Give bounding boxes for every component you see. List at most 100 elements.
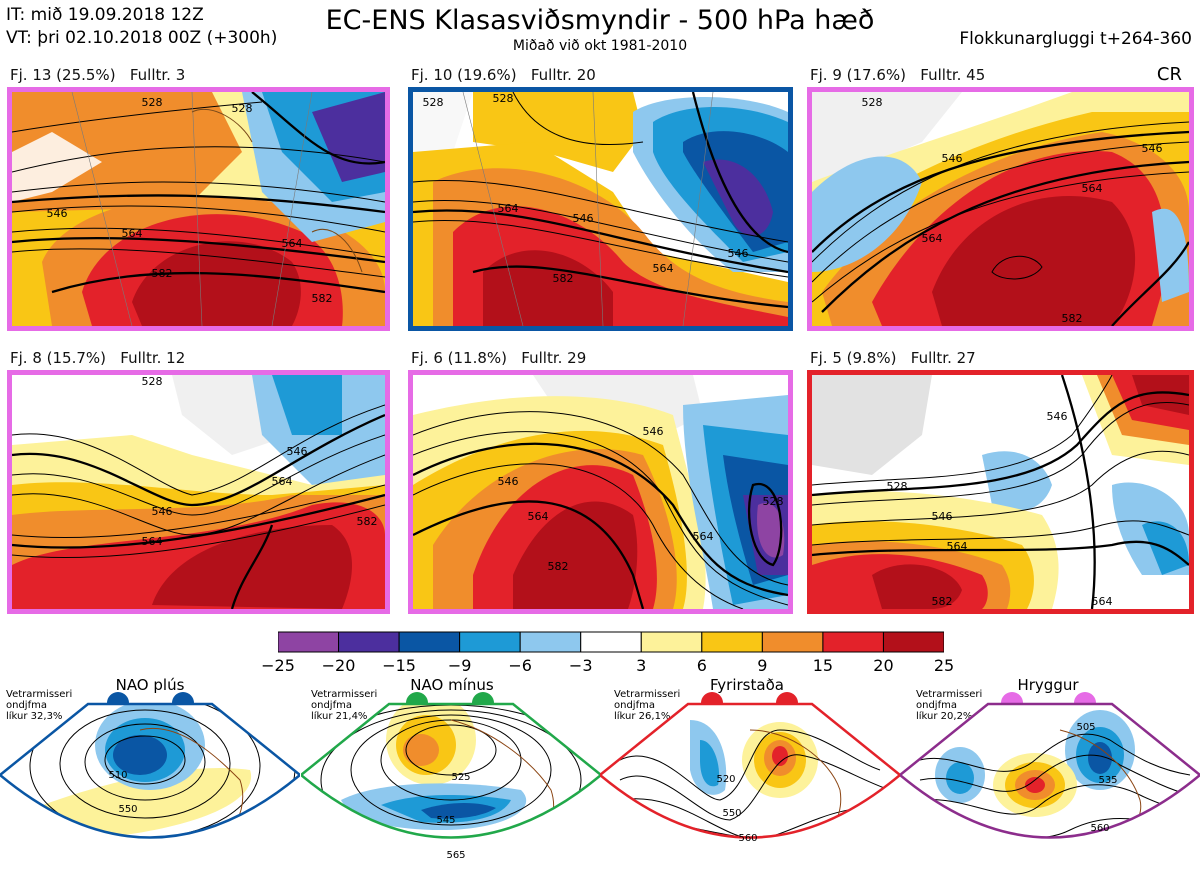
- stat-line: Vetrarmisseri: [916, 689, 983, 700]
- colorbar-tick-label: 9: [757, 656, 768, 675]
- contour-label: 546: [47, 207, 68, 220]
- contour-label: 528: [423, 96, 444, 109]
- contour-label: 528: [763, 495, 784, 508]
- cluster-label-4: Fj. 8 (15.7%) Fulltr. 12: [10, 349, 186, 367]
- regime-contour-label: 545: [436, 815, 455, 826]
- contour-label: 528: [142, 96, 163, 109]
- contour-label: 564: [282, 237, 303, 250]
- stat-line: Vetrarmisseri: [614, 689, 681, 700]
- contour-label: 582: [932, 595, 953, 608]
- contour-label: 546: [1142, 142, 1163, 155]
- stat-line: ondjfma: [6, 700, 47, 711]
- contour-label: 546: [1047, 410, 1068, 423]
- stat-line: líkur 21,4%: [311, 711, 368, 722]
- contour-label: 546: [498, 475, 519, 488]
- regime-stats-blocking: Vetrarmisseri ondjfma líkur 26,1%: [614, 689, 680, 722]
- contour-label: 582: [357, 515, 378, 528]
- stat-line: ondjfma: [311, 700, 352, 711]
- colorbar-segment: [882, 631, 944, 653]
- colorbar-segment: [580, 631, 642, 653]
- colorbar-segment: [822, 631, 884, 653]
- regime-stats-nao-plus: Vetrarmisseri ondjfma líkur 32,3%: [6, 689, 72, 722]
- regime-contour-label: 535: [1098, 775, 1117, 786]
- contour-label: 564: [653, 262, 674, 275]
- colorbar-segment: [761, 631, 824, 653]
- regime-map-nao-plus: 510 550: [0, 702, 300, 839]
- contour-label: 564: [142, 535, 163, 548]
- colorbar-tick-label: −3: [568, 656, 593, 675]
- colorbar-segment: [640, 631, 703, 653]
- colorbar-segment: [459, 631, 521, 653]
- regime-name-ridge: Hryggur: [1017, 676, 1079, 694]
- colorbar-tick-label: −9: [447, 656, 472, 675]
- contour-label: 528: [142, 375, 163, 388]
- page-title: EC-ENS Klasasviðsmyndir - 500 hPa hæð: [325, 5, 875, 36]
- contour-label: 564: [1082, 182, 1103, 195]
- contour-label: 546: [573, 212, 594, 225]
- cluster-map-1: 528 528 546 564 564 582 582: [7, 87, 390, 331]
- stat-line: ondjfma: [614, 700, 655, 711]
- cluster-label-6: Fj. 5 (9.8%) Fulltr. 27: [810, 349, 976, 367]
- page-subtitle: Miðað við okt 1981-2010: [512, 38, 688, 54]
- contour-label: 564: [947, 540, 968, 553]
- contour-label: 564: [272, 475, 293, 488]
- regime-name-blocking: Fyrirstaða: [710, 676, 784, 694]
- contour-label: 546: [643, 425, 664, 438]
- contour-label: 564: [122, 227, 143, 240]
- cluster-map-3: 528 546 546 564 564 582: [807, 87, 1194, 331]
- contour-label: 582: [548, 560, 569, 573]
- regime-map-nao-minus: 525 545 565: [301, 702, 601, 861]
- stat-line: Vetrarmisseri: [6, 689, 73, 700]
- regime-map-blocking: 520 550 560: [600, 702, 900, 844]
- cluster-label-5: Fj. 6 (11.8%) Fulltr. 29: [411, 349, 587, 367]
- regime-contour-label: 550: [722, 808, 741, 819]
- regime-stats-ridge: Vetrarmisseri ondjfma líkur 20,2%: [916, 689, 982, 722]
- regime-contour-label: 560: [738, 833, 757, 844]
- cluster-map-2: 528 528 546 564 546 582 564: [408, 87, 793, 331]
- colorbar-tick-label: −15: [382, 656, 416, 675]
- cluster-label-2: Fj. 10 (19.6%) Fulltr. 20: [411, 66, 596, 84]
- contour-label: 546: [728, 247, 749, 260]
- contour-label: 582: [312, 292, 333, 305]
- cluster-label-1: Fj. 13 (25.5%) Fulltr. 3: [10, 66, 186, 84]
- contour-label: 564: [922, 232, 943, 245]
- colorbar-tick-label: 15: [812, 656, 834, 675]
- regime-contour-label: 505: [1076, 722, 1095, 733]
- contour-label: 564: [693, 530, 714, 543]
- anomaly-colorbar: [278, 631, 944, 653]
- regime-contour-label: 550: [118, 804, 137, 815]
- regime-contour-label: 510: [108, 770, 127, 781]
- colorbar-segment: [398, 631, 461, 653]
- regime-contour-label: 520: [716, 774, 735, 785]
- contour-label: 528: [862, 96, 883, 109]
- header-times: IT: mið 19.09.2018 12Z VT: þri 02.10.201…: [6, 4, 277, 50]
- contour-label: 528: [887, 480, 908, 493]
- colorbar-tick-label: 3: [636, 656, 647, 675]
- colorbar-tick-label: −25: [261, 656, 295, 675]
- cr-label: CR: [1156, 64, 1182, 85]
- regime-contour-label: 525: [451, 772, 470, 783]
- contour-label: 564: [498, 202, 519, 215]
- cluster-map-5: 546 546 564 564 582 528: [408, 370, 793, 614]
- contour-label: 564: [528, 510, 549, 523]
- colorbar-tick-label: 20: [873, 656, 894, 675]
- contour-label: 528: [493, 92, 514, 105]
- contour-label: 546: [932, 510, 953, 523]
- contour-label: 582: [1062, 312, 1083, 325]
- colorbar-segment: [338, 631, 400, 653]
- stat-line: líkur 26,1%: [614, 711, 671, 722]
- stat-line: líkur 32,3%: [6, 711, 63, 722]
- cluster-label-3: Fj. 9 (17.6%) Fulltr. 45: [810, 66, 986, 84]
- contour-label: 582: [553, 272, 574, 285]
- cluster-map-4: 528 546 546 564 564 582: [7, 370, 390, 614]
- regime-map-ridge: 505 535 560: [900, 702, 1200, 839]
- contour-label: 546: [287, 445, 308, 458]
- contour-label: 582: [152, 267, 173, 280]
- colorbar-tick-label: 6: [696, 656, 707, 675]
- regime-stats-nao-minus: Vetrarmisseri ondjfma líkur 21,4%: [311, 689, 377, 722]
- valid-time: VT: þri 02.10.2018 00Z (+300h): [6, 28, 278, 48]
- regime-name-nao-plus: NAO plús: [115, 676, 185, 694]
- colorbar-tick-label: −6: [508, 656, 532, 675]
- regime-contour-label: 560: [1090, 823, 1109, 834]
- contour-label: 528: [232, 102, 253, 115]
